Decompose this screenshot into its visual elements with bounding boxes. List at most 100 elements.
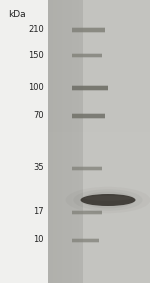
Bar bbox=[72, 213, 102, 215]
Bar bbox=[48, 264, 150, 274]
Bar bbox=[114, 0, 116, 283]
Bar bbox=[85, 0, 87, 283]
Bar bbox=[102, 0, 104, 283]
Bar bbox=[72, 114, 105, 118]
Bar bbox=[87, 0, 89, 283]
Bar bbox=[48, 0, 150, 9]
Bar bbox=[48, 19, 150, 28]
Bar bbox=[48, 0, 83, 283]
Bar bbox=[72, 241, 99, 243]
Bar bbox=[97, 0, 99, 283]
Bar bbox=[94, 0, 96, 283]
Bar bbox=[48, 104, 150, 113]
Bar bbox=[48, 226, 150, 236]
Bar bbox=[48, 57, 150, 66]
Bar bbox=[99, 0, 101, 283]
Bar bbox=[60, 0, 62, 283]
Bar bbox=[48, 179, 150, 189]
Bar bbox=[72, 90, 108, 91]
Bar bbox=[111, 0, 113, 283]
Bar bbox=[48, 76, 150, 85]
Bar bbox=[136, 0, 138, 283]
Bar bbox=[89, 0, 90, 283]
Bar bbox=[72, 166, 102, 170]
Bar bbox=[135, 0, 136, 283]
Bar bbox=[48, 132, 150, 142]
Text: 10: 10 bbox=[33, 235, 44, 245]
Bar bbox=[48, 160, 150, 170]
Bar bbox=[75, 0, 77, 283]
Bar bbox=[72, 53, 102, 57]
Bar bbox=[106, 0, 108, 283]
Bar bbox=[126, 0, 128, 283]
Bar bbox=[84, 0, 85, 283]
Bar bbox=[74, 0, 75, 283]
Bar bbox=[121, 0, 123, 283]
Bar bbox=[72, 113, 105, 114]
Bar bbox=[58, 0, 60, 283]
Bar bbox=[48, 28, 150, 38]
Bar bbox=[145, 0, 147, 283]
Bar bbox=[48, 85, 150, 94]
Bar bbox=[128, 0, 130, 283]
Bar bbox=[79, 0, 80, 283]
Bar bbox=[113, 0, 114, 283]
Bar bbox=[48, 236, 150, 245]
Bar bbox=[48, 123, 150, 132]
Bar bbox=[53, 0, 55, 283]
Bar bbox=[72, 28, 105, 32]
Bar bbox=[48, 170, 150, 179]
Bar bbox=[104, 0, 106, 283]
Text: kDa: kDa bbox=[8, 10, 26, 19]
Bar bbox=[130, 0, 131, 283]
Bar bbox=[0, 0, 48, 283]
Bar bbox=[48, 0, 50, 283]
Bar bbox=[68, 0, 70, 283]
Bar bbox=[116, 0, 118, 283]
Bar bbox=[48, 151, 150, 160]
Bar bbox=[63, 0, 65, 283]
Bar bbox=[109, 0, 111, 283]
Bar bbox=[72, 32, 105, 33]
Bar bbox=[72, 118, 105, 119]
Bar bbox=[124, 0, 126, 283]
Bar bbox=[67, 0, 68, 283]
Bar bbox=[72, 209, 102, 211]
Bar bbox=[48, 113, 150, 123]
Text: 35: 35 bbox=[33, 164, 44, 173]
Bar bbox=[90, 0, 92, 283]
Bar bbox=[83, 0, 150, 283]
Bar bbox=[80, 0, 82, 283]
Bar bbox=[140, 0, 141, 283]
Bar bbox=[48, 189, 150, 198]
Bar bbox=[57, 0, 58, 283]
Bar bbox=[48, 66, 150, 76]
Bar bbox=[48, 38, 150, 47]
Bar bbox=[50, 0, 51, 283]
Bar bbox=[141, 0, 143, 283]
Bar bbox=[72, 0, 74, 283]
Bar bbox=[72, 239, 99, 241]
Bar bbox=[72, 237, 99, 239]
Bar bbox=[48, 255, 150, 264]
Bar bbox=[70, 0, 72, 283]
Bar bbox=[48, 9, 150, 19]
Bar bbox=[65, 0, 67, 283]
Bar bbox=[48, 274, 150, 283]
Bar bbox=[48, 245, 150, 255]
Bar bbox=[62, 0, 63, 283]
Bar bbox=[101, 0, 102, 283]
Bar bbox=[138, 0, 140, 283]
Ellipse shape bbox=[85, 196, 131, 201]
Text: 150: 150 bbox=[28, 50, 44, 59]
Bar bbox=[119, 0, 121, 283]
Bar bbox=[55, 0, 57, 283]
Bar bbox=[77, 0, 79, 283]
Bar bbox=[48, 217, 150, 226]
Bar bbox=[123, 0, 124, 283]
Bar bbox=[72, 86, 108, 90]
Text: 17: 17 bbox=[33, 207, 44, 216]
Bar bbox=[48, 207, 150, 217]
Bar bbox=[48, 198, 150, 207]
Bar bbox=[118, 0, 119, 283]
